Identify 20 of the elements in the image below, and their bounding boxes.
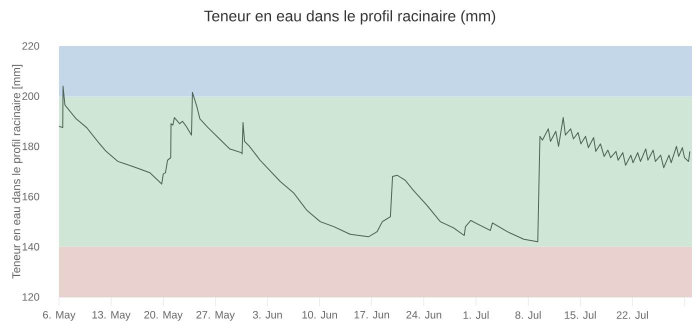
y-tick-label: 180 xyxy=(22,142,40,150)
x-tick-label: 1. Jul xyxy=(464,311,489,319)
x-tick-label: 3. Jun xyxy=(252,311,282,319)
x-tick-label: 6. May xyxy=(43,311,76,321)
y-tick-label: 220 xyxy=(22,42,40,50)
y-tick-label: 140 xyxy=(22,243,40,251)
x-tick-label: 22. Jul xyxy=(616,311,648,319)
x-tick-label: 15. Jul xyxy=(564,311,596,319)
x-tick-label: 27. May xyxy=(196,311,235,321)
x-tick-label: 8. Jul xyxy=(515,311,541,319)
y-tick-label: 120 xyxy=(22,293,40,301)
x-tick-label: 10. Jun xyxy=(302,311,337,319)
y-tick-label: 160 xyxy=(22,192,40,200)
y-axis-title: Teneur en eau dans le profil racinaire [mm] xyxy=(12,64,23,279)
chart-title: Teneur en eau dans le profil racinaire (mm) xyxy=(204,10,496,24)
x-tick-label: 20. May xyxy=(144,311,183,321)
x-tick-label: 17. Jun xyxy=(354,311,390,318)
x-tick-label: 24. Jun xyxy=(406,311,442,319)
x-tick-label: 13. May xyxy=(92,311,131,321)
y-tick-label: 200 xyxy=(22,92,40,100)
